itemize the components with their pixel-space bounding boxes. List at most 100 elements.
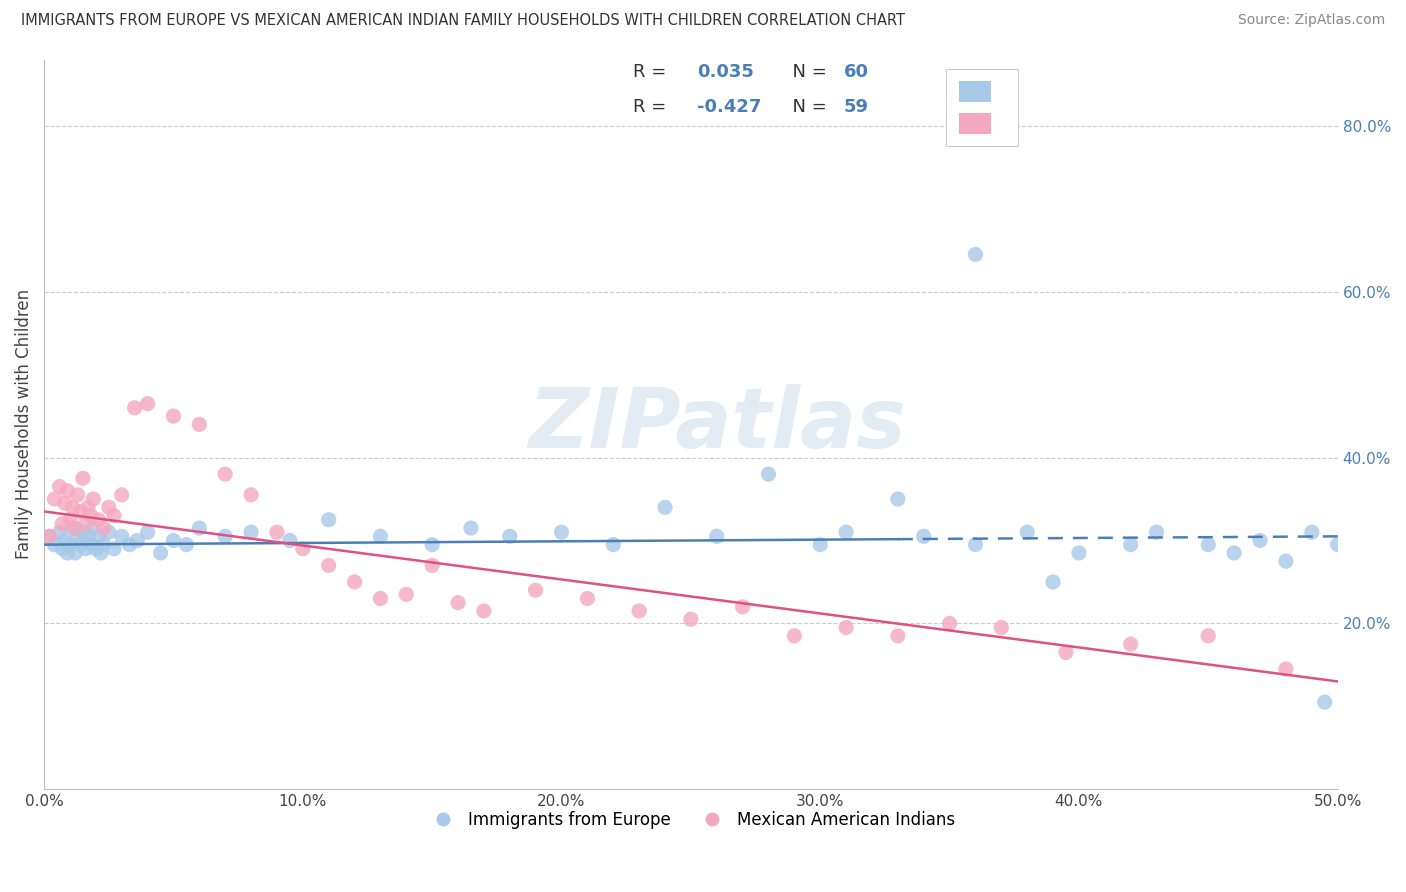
Point [679, 612, 702, 626]
Point [938, 616, 960, 631]
Point [1042, 574, 1064, 589]
Point [1275, 554, 1298, 568]
Point [654, 500, 676, 515]
Point [318, 558, 340, 573]
Point [1197, 629, 1219, 643]
Point [111, 529, 134, 543]
Text: ZIPatlas: ZIPatlas [527, 384, 905, 465]
Point [1067, 546, 1090, 560]
Point [1223, 546, 1246, 560]
Text: Source: ZipAtlas.com: Source: ZipAtlas.com [1237, 13, 1385, 28]
Point [93, 538, 115, 552]
Point [63, 546, 86, 560]
Point [59, 513, 82, 527]
Point [103, 508, 125, 523]
Text: N =: N = [782, 97, 832, 116]
Point [887, 491, 910, 506]
Point [111, 488, 134, 502]
Text: N =: N = [782, 63, 832, 81]
Point [66, 529, 89, 543]
Point [38, 529, 60, 543]
Point [278, 533, 301, 548]
Point [69, 538, 91, 552]
Text: -0.427: -0.427 [697, 97, 762, 116]
Point [93, 521, 115, 535]
Point [149, 546, 172, 560]
Point [835, 525, 858, 540]
Text: 60: 60 [844, 63, 869, 81]
Point [162, 533, 184, 548]
Point [51, 541, 73, 556]
Point [1054, 645, 1077, 659]
Point [472, 604, 495, 618]
Point [75, 541, 97, 556]
Point [79, 508, 101, 523]
Point [240, 525, 263, 540]
Point [72, 471, 94, 485]
Point [460, 521, 482, 535]
Point [118, 538, 141, 552]
Point [965, 247, 987, 261]
Point [990, 621, 1012, 635]
Point [53, 533, 76, 548]
Point [214, 529, 236, 543]
Point [48, 480, 70, 494]
Point [808, 538, 831, 552]
Point [77, 500, 100, 515]
Point [524, 583, 547, 598]
Point [1197, 538, 1219, 552]
Point [343, 574, 366, 589]
Point [447, 596, 470, 610]
Point [56, 483, 79, 498]
Point [75, 516, 97, 531]
Point [395, 587, 418, 601]
Text: 0.035: 0.035 [697, 63, 754, 81]
Point [53, 496, 76, 510]
Point [550, 525, 572, 540]
Point [77, 529, 100, 543]
Text: IMMIGRANTS FROM EUROPE VS MEXICAN AMERICAN INDIAN FAMILY HOUSEHOLDS WITH CHILDRE: IMMIGRANTS FROM EUROPE VS MEXICAN AMERIC… [21, 13, 905, 29]
Point [758, 467, 780, 482]
Point [62, 521, 84, 535]
Point [370, 591, 392, 606]
Point [706, 529, 728, 543]
Point [628, 604, 651, 618]
Point [240, 488, 263, 502]
Point [97, 500, 120, 515]
Point [124, 401, 146, 415]
Legend: Immigrants from Europe, Mexican American Indians: Immigrants from Europe, Mexican American… [419, 805, 962, 836]
Point [72, 525, 94, 540]
Point [1275, 662, 1298, 676]
Point [1119, 637, 1142, 651]
Point [912, 529, 935, 543]
Point [82, 521, 104, 535]
Point [602, 538, 624, 552]
Point [783, 629, 806, 643]
Point [1146, 525, 1168, 540]
Point [887, 629, 910, 643]
Point [420, 538, 443, 552]
Point [318, 513, 340, 527]
Point [1301, 525, 1323, 540]
Point [103, 541, 125, 556]
Text: R =: R = [633, 63, 672, 81]
Point [188, 417, 211, 432]
Point [63, 521, 86, 535]
Point [59, 538, 82, 552]
Point [62, 500, 84, 515]
Point [87, 513, 110, 527]
Point [1405, 645, 1406, 659]
Point [1249, 533, 1271, 548]
Point [56, 546, 79, 560]
Point [97, 525, 120, 540]
Point [136, 525, 159, 540]
Point [51, 516, 73, 531]
Point [1017, 525, 1039, 540]
Point [90, 546, 112, 560]
Point [266, 525, 288, 540]
Point [188, 521, 211, 535]
Point [87, 529, 110, 543]
Point [576, 591, 599, 606]
Point [82, 491, 104, 506]
Point [162, 409, 184, 424]
